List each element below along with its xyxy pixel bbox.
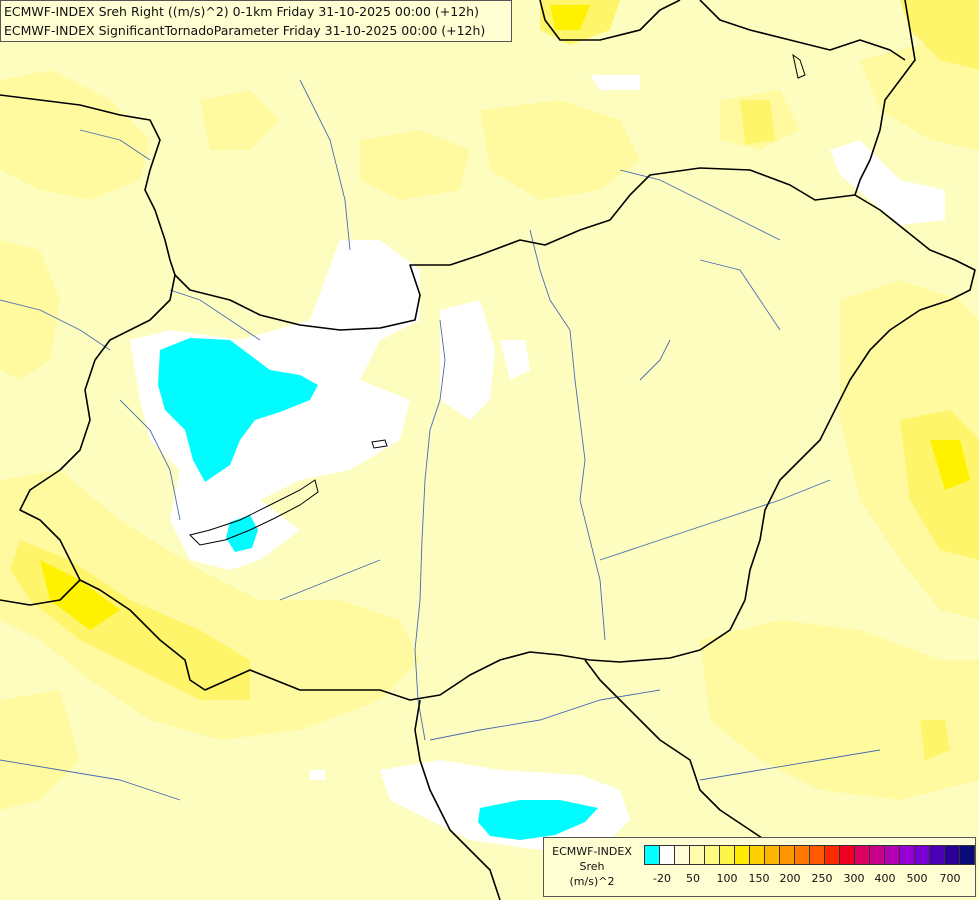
river (119, 399, 181, 521)
legend-tick-label: 50 (686, 872, 700, 885)
rivers-layer (0, 79, 881, 801)
field-moderate-region (0, 240, 60, 380)
river (639, 339, 671, 381)
legend-tick-labels: -20 50 100 150 200 250 300 400 500 700 (644, 872, 974, 888)
legend-tick-label: 150 (748, 872, 770, 885)
legend-tick-label: 300 (843, 872, 865, 885)
legend-swatch (689, 845, 705, 865)
legend-tick-label: 200 (779, 872, 801, 885)
legend-swatch (929, 845, 945, 865)
color-legend: ECMWF-INDEX Sreh (m/s)^2 -20 50 100 150 200 2… (543, 837, 976, 897)
title-stp: ECMWF-INDEX SignificantTornadoParameter … (4, 23, 486, 38)
legend-swatch (659, 845, 675, 865)
legend-swatch (674, 845, 690, 865)
legend-swatch (809, 845, 825, 865)
field-moderate-region (480, 100, 640, 200)
legend-label: ECMWF-INDEX Sreh (m/s)^2 (544, 844, 640, 889)
legend-variable: Sreh (579, 860, 605, 873)
legend-swatch (839, 845, 855, 865)
legend-swatch (779, 845, 795, 865)
river (414, 319, 446, 741)
field-peak-region (550, 5, 590, 30)
field-moderate-region (860, 40, 979, 150)
country-border (0, 579, 81, 606)
field-low-region (440, 300, 495, 420)
legend-swatch (899, 845, 915, 865)
river (0, 299, 111, 351)
country-border (414, 699, 501, 900)
legend-tick-label: 100 (716, 872, 738, 885)
river (429, 689, 661, 741)
legend-swatches (644, 845, 975, 865)
country-border (19, 167, 976, 701)
legend-swatch (884, 845, 900, 865)
country-border (699, 0, 906, 61)
legend-tick-label: 400 (874, 872, 896, 885)
country-border (539, 0, 681, 41)
river (279, 559, 381, 601)
legend-swatch (644, 845, 660, 865)
field-moderate-region (700, 620, 979, 800)
legend-tick-label: 250 (811, 872, 833, 885)
legend-swatch (914, 845, 930, 865)
legend-tick-label: 700 (939, 872, 961, 885)
country-border (0, 94, 176, 276)
legend-swatch (704, 845, 720, 865)
river (619, 169, 781, 241)
river (699, 749, 881, 781)
field-high-region (900, 0, 979, 70)
legend-swatch (764, 845, 780, 865)
river (699, 259, 781, 331)
field-high-region (740, 100, 775, 145)
river (599, 479, 831, 561)
legend-swatch (854, 845, 870, 865)
legend-swatch (749, 845, 765, 865)
river (79, 129, 151, 161)
legend-swatch (944, 845, 960, 865)
country-border (854, 0, 916, 196)
field-low-region (500, 340, 530, 380)
lake-outline (189, 479, 319, 546)
field-moderate-region (200, 90, 280, 150)
field-moderate-region (0, 470, 420, 740)
field-moderate-region (0, 70, 150, 200)
river (529, 229, 606, 641)
field-peak-region (930, 440, 970, 490)
legend-swatch (824, 845, 840, 865)
legend-swatch (794, 845, 810, 865)
field-peak-region (40, 560, 120, 630)
field-low-region (310, 770, 325, 780)
country-border (584, 659, 801, 871)
river (169, 289, 261, 341)
field-low-region (830, 140, 945, 225)
lake-outline (371, 439, 388, 449)
legend-source: ECMWF-INDEX (552, 845, 632, 858)
river (0, 759, 181, 801)
river (299, 79, 351, 251)
legend-swatch (869, 845, 885, 865)
field-moderate-region (360, 130, 470, 200)
legend-swatch (719, 845, 735, 865)
legend-swatch (734, 845, 750, 865)
legend-unit: (m/s)^2 (569, 875, 615, 888)
lake-outline (792, 53, 806, 79)
map-title-box: ECMWF-INDEX Sreh Right ((m/s)^2) 0-1km F… (0, 0, 512, 42)
field-negative-region (158, 338, 318, 482)
legend-tick-label: -20 (653, 872, 671, 885)
field-moderate-region (0, 690, 80, 810)
legend-tick-label: 500 (906, 872, 928, 885)
field-high-region (920, 720, 950, 760)
field-negative-region (478, 800, 598, 840)
legend-swatch (959, 845, 975, 865)
title-sreh: ECMWF-INDEX Sreh Right ((m/s)^2) 0-1km F… (4, 4, 479, 19)
field-low-region (590, 75, 640, 90)
